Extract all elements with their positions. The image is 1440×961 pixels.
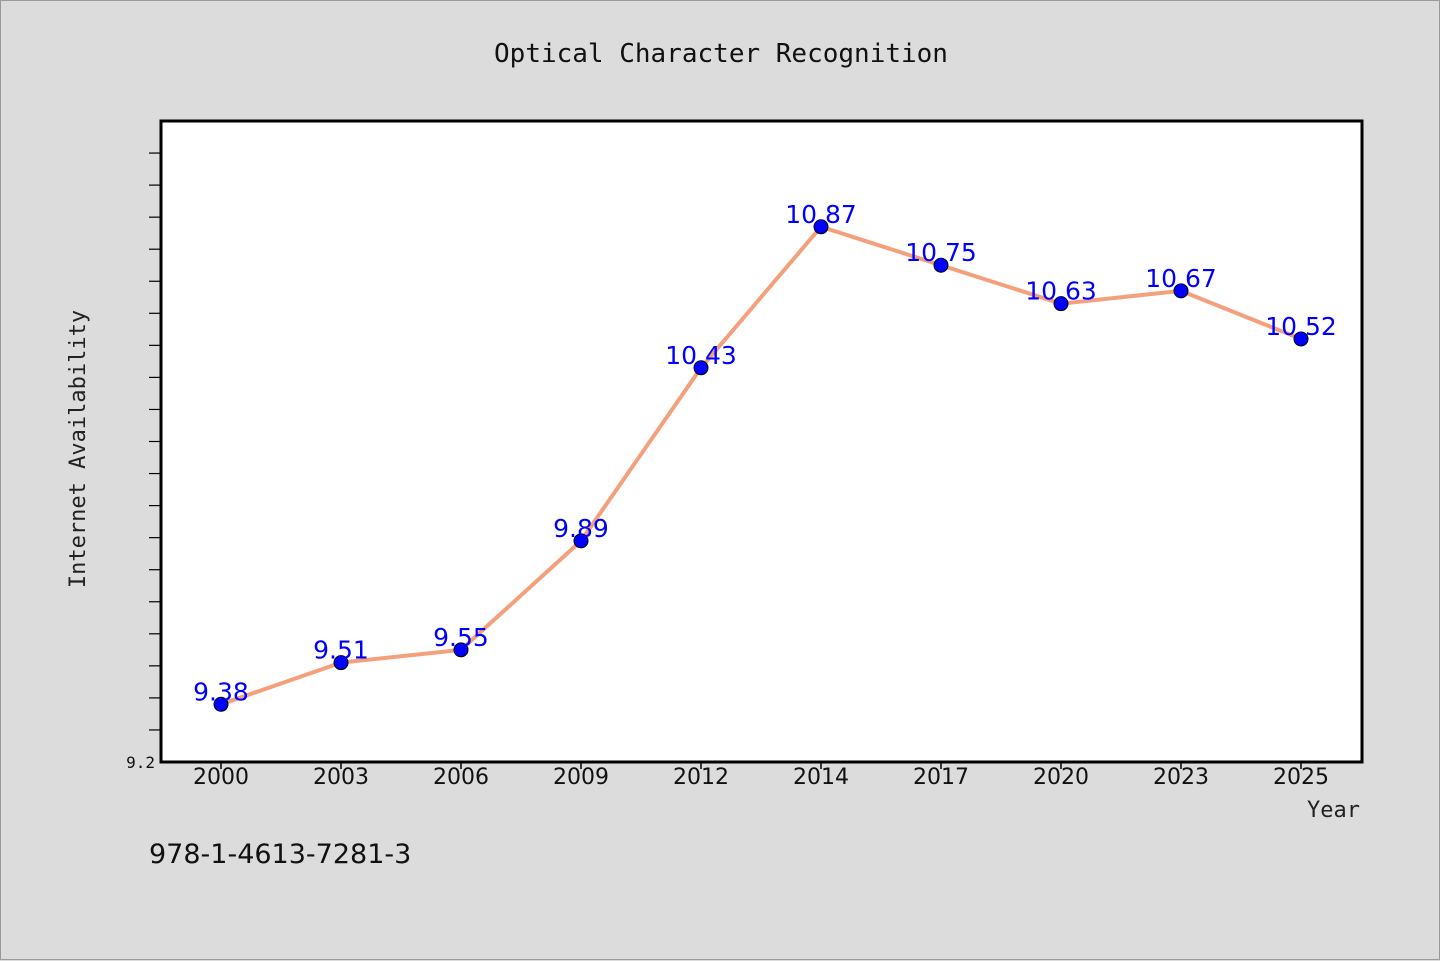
data-point <box>453 642 469 658</box>
data-label: 10.43 <box>665 341 737 370</box>
data-point <box>213 696 229 712</box>
series-line <box>219 224 1303 707</box>
data-label: 10.52 <box>1265 312 1337 341</box>
x-tick-label: 2012 <box>673 765 729 790</box>
x-tick-label: 2006 <box>433 765 489 790</box>
data-point <box>933 257 949 273</box>
marker-layer <box>213 219 1309 712</box>
y-axis-ticks: 9.2 <box>126 152 160 772</box>
chart-title: Optical Character Recognition <box>494 39 948 69</box>
data-point <box>1293 331 1309 347</box>
x-tick-label: 2025 <box>1273 765 1329 790</box>
x-axis-ticks: 2000 2003 2006 2009 2012 2014 2017 2020 2023 2025 <box>193 762 1329 790</box>
data-point <box>1053 296 1069 312</box>
x-tick-label: 2009 <box>553 765 609 790</box>
data-point <box>813 219 829 235</box>
data-point <box>693 360 709 376</box>
x-tick-label: 2017 <box>913 765 969 790</box>
x-tick-label: 2014 <box>793 765 849 790</box>
data-label: 9.55 <box>433 623 489 652</box>
data-point <box>333 655 349 671</box>
x-tick-label: 2000 <box>193 765 249 790</box>
data-label: 9.89 <box>553 514 609 543</box>
data-label: 10.67 <box>1145 264 1217 293</box>
series-layer <box>219 224 1303 707</box>
x-axis-label: Year <box>1307 798 1360 823</box>
x-tick-label: 2020 <box>1033 765 1089 790</box>
data-point <box>1173 283 1189 299</box>
y-tick-label: 9.2 <box>126 753 155 772</box>
y-axis-label: Internet Availability <box>66 310 91 588</box>
x-tick-label: 2003 <box>313 765 369 790</box>
data-label: 9.38 <box>193 677 249 706</box>
data-label: 9.51 <box>313 636 369 665</box>
data-label: 10.87 <box>785 200 857 229</box>
x-tick-label: 2023 <box>1153 765 1209 790</box>
isbn-text: 978-1-4613-7281-3 <box>149 839 411 870</box>
plot-area <box>159 119 1364 764</box>
data-label-layer: 9.38 9.51 9.55 9.89 10.43 10.87 10.75 10.63 10.6… <box>193 200 1337 707</box>
data-label: 10.63 <box>1025 277 1097 306</box>
data-point <box>573 533 589 549</box>
data-label: 10.75 <box>905 238 977 267</box>
